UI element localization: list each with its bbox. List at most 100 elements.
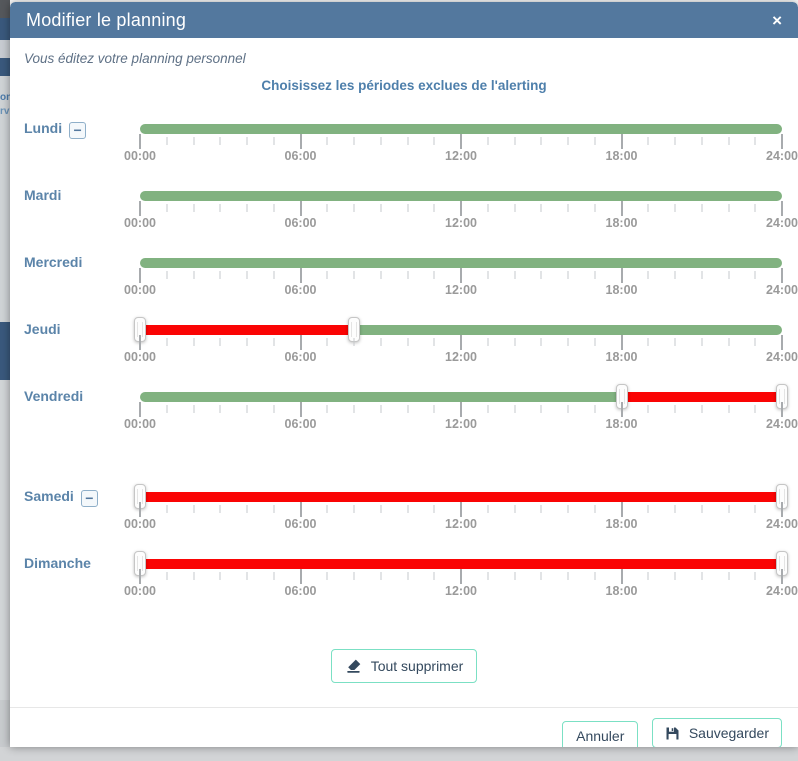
slider-range-excluded[interactable]	[140, 492, 782, 502]
major-tick	[299, 569, 302, 584]
tick-label: 12:00	[445, 350, 477, 364]
minor-tick	[353, 405, 355, 413]
minor-tick	[487, 572, 489, 580]
tick-label: 06:00	[284, 149, 317, 163]
slider-range-excluded[interactable]	[140, 325, 354, 335]
minor-tick	[540, 572, 542, 580]
slider-handle[interactable]	[348, 317, 360, 342]
background-band	[0, 322, 10, 380]
slider-handle[interactable]	[615, 384, 628, 409]
remove-period-button[interactable]: −	[80, 490, 98, 507]
minor-tick	[273, 505, 275, 513]
minor-tick	[594, 338, 596, 346]
minor-tick	[166, 204, 168, 212]
day-rows: Lundi − 00:00 06:00 12:00 18:00 24:00 Mardi 00:0…	[10, 111, 798, 613]
minor-tick	[701, 405, 703, 413]
minor-tick	[728, 204, 729, 212]
minor-tick	[647, 572, 649, 580]
minor-tick	[166, 137, 168, 145]
slider-track-included[interactable]	[140, 124, 782, 134]
close-icon[interactable]: ×	[772, 10, 782, 30]
minor-tick	[326, 137, 328, 145]
tick-label: 18:00	[605, 283, 638, 297]
major-tick	[781, 268, 783, 283]
clear-all-button[interactable]: Tout supprimer	[330, 649, 478, 683]
minor-tick	[754, 137, 756, 145]
minor-tick	[540, 505, 542, 513]
minor-tick	[594, 204, 596, 212]
minor-tick	[674, 405, 676, 413]
minor-tick	[219, 338, 221, 346]
day-label: Dimanche	[24, 555, 91, 571]
minor-tick	[326, 405, 328, 413]
tick-label: 00:00	[124, 350, 156, 364]
minor-tick	[674, 338, 676, 346]
minor-tick	[166, 405, 168, 413]
slider-tick-labels: 00:00 06:00 12:00 18:00 24:00	[124, 283, 798, 297]
day-label: Vendredi	[24, 388, 84, 404]
slider-handle[interactable]	[134, 551, 146, 576]
minor-tick	[701, 505, 703, 513]
tick-label: 06:00	[284, 350, 317, 364]
cancel-button[interactable]: Annuler	[562, 720, 639, 747]
slider-range-excluded[interactable]	[621, 392, 782, 402]
major-tick	[460, 268, 462, 283]
background-band	[0, 58, 10, 76]
minor-tick	[567, 405, 569, 413]
tick-label: 18:00	[605, 417, 638, 431]
minor-tick	[567, 505, 569, 513]
minor-tick	[514, 204, 515, 212]
minor-tick	[407, 271, 408, 279]
slider-track-included[interactable]	[140, 191, 782, 201]
tick-label: 00:00	[124, 517, 156, 531]
minor-tick	[407, 204, 408, 212]
slider-range-excluded[interactable]	[140, 559, 782, 569]
minor-tick	[728, 572, 729, 580]
tick-label: 18:00	[605, 216, 638, 230]
minor-tick	[273, 338, 275, 346]
modal-header: Modifier le planning ×	[10, 2, 798, 38]
tick-label: 00:00	[124, 417, 156, 431]
minor-tick	[674, 204, 676, 212]
minor-tick	[246, 405, 248, 413]
major-tick	[781, 335, 783, 350]
major-tick	[299, 502, 302, 517]
slider-tick-labels: 00:00 06:00 12:00 18:00 24:00	[124, 216, 798, 230]
slider-tick-labels: 00:00 06:00 12:00 18:00 24:00	[124, 350, 798, 364]
slider-ticks	[139, 134, 783, 149]
minor-tick	[487, 405, 489, 413]
remove-period-button[interactable]: −	[69, 122, 87, 139]
minor-tick	[487, 204, 489, 212]
major-tick	[299, 201, 302, 216]
major-tick	[620, 502, 623, 517]
minor-tick	[701, 137, 703, 145]
major-tick	[139, 201, 141, 216]
major-tick	[620, 335, 623, 350]
minor-tick	[647, 405, 649, 413]
minor-tick	[219, 271, 221, 279]
save-button[interactable]: Sauvegarder	[651, 718, 782, 747]
minor-tick	[754, 338, 756, 346]
tick-label: 24:00	[766, 350, 798, 364]
slider-track-included[interactable]	[134, 484, 788, 509]
minor-tick	[567, 572, 569, 580]
slider-track-included[interactable]	[140, 258, 782, 268]
minor-tick	[674, 505, 676, 513]
major-tick	[299, 134, 302, 149]
tick-label: 00:00	[124, 584, 156, 598]
slider-track-included[interactable]	[134, 317, 782, 342]
minor-tick	[594, 505, 596, 513]
tick-label: 12:00	[445, 517, 477, 531]
minor-tick	[567, 338, 569, 346]
minor-tick	[540, 137, 542, 145]
major-tick	[139, 268, 141, 283]
tick-label: 12:00	[445, 283, 477, 297]
slider-handle[interactable]	[776, 384, 788, 409]
modal-footer: Annuler Sauvegarder	[10, 707, 798, 747]
minor-tick	[754, 405, 756, 413]
minor-tick	[647, 271, 649, 279]
minor-tick	[219, 505, 221, 513]
slider-track-included[interactable]	[134, 551, 788, 576]
tick-label: 24:00	[766, 517, 798, 531]
slider-track-included[interactable]	[140, 384, 788, 409]
